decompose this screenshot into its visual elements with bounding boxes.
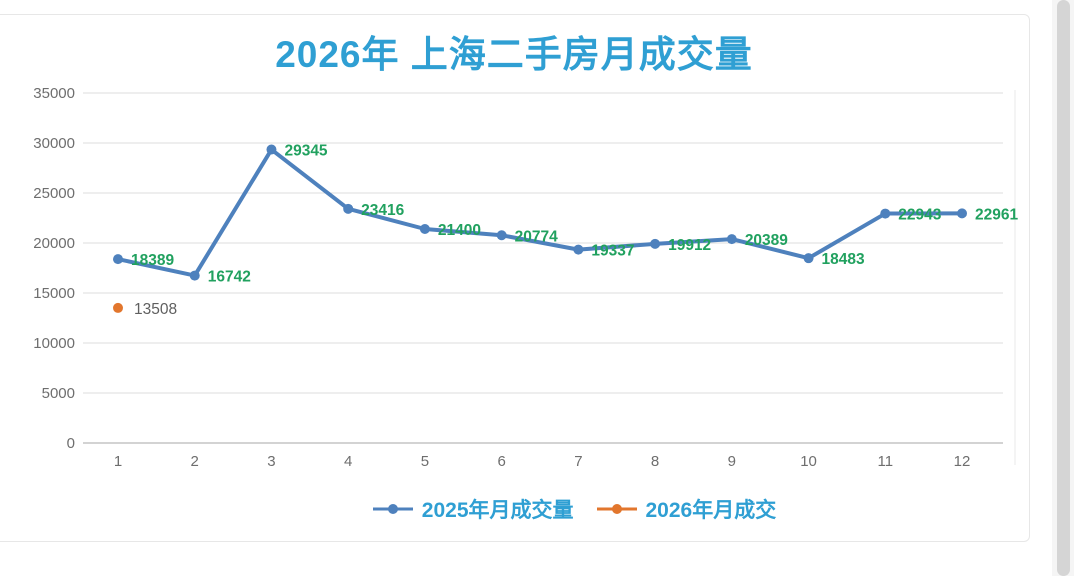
y-axis-tick-label: 25000 [33,185,75,202]
legend-label-2026: 2026年月成交 [645,499,777,522]
y-axis-tick-label: 10000 [33,335,75,352]
line-marker-icon [596,504,637,514]
series-line [116,147,964,278]
data-point [957,208,967,219]
x-axis-tick-label: 11 [877,453,893,470]
y-axis-tick-label: 30000 [33,135,75,152]
x-axis-tick-label: 1 [114,453,122,470]
data-label: 23416 [361,202,404,219]
legend-marker-dot [387,504,398,514]
data-label: 20774 [515,228,558,245]
data-label: 29345 [284,143,327,160]
data-point [266,144,277,155]
legend-item-2025: 2025年月成交量 [372,494,574,524]
x-axis-tick-label: 9 [728,453,736,470]
line-marker-icon [372,504,413,514]
x-axis-tick-label: 5 [421,453,429,470]
data-point [803,253,814,264]
scrollbar-track[interactable] [1052,0,1074,576]
data-point [343,203,354,214]
y-axis-tick-label: 0 [67,435,75,452]
chart-card [0,14,1030,542]
y-axis-tick-label: 15000 [33,285,75,302]
y-axis-tick-label: 35000 [33,85,75,102]
data-label: 18483 [822,251,865,268]
x-axis-tick-label: 2 [191,453,199,470]
data-point [573,244,584,255]
data-point [650,238,661,249]
data-point [189,270,200,281]
data-label: 19337 [591,243,634,260]
data-label: 22943 [898,207,941,224]
x-axis-tick-label: 8 [651,453,659,470]
x-axis-tick-label: 6 [497,453,505,470]
data-label: 13508 [134,301,177,318]
data-label: 19912 [668,237,711,254]
data-label: 21400 [438,222,481,239]
data-point [726,234,737,245]
data-point [419,224,430,234]
y-axis-tick-label: 5000 [42,385,75,402]
legend-marker-dot [611,504,622,514]
data-point [113,302,123,313]
data-point [880,208,891,219]
data-point [113,254,123,265]
x-axis-tick-label: 10 [800,453,817,470]
data-point [496,230,507,241]
legend: 2025年月成交量 2026年月成交 [60,494,1080,524]
x-axis-tick-label: 3 [267,453,275,470]
x-axis-tick-label: 12 [954,453,971,470]
x-axis-tick-label: 4 [344,453,352,470]
data-label: 16742 [208,269,251,286]
data-label: 22961 [975,206,1018,223]
scrollbar-thumb[interactable] [1057,0,1070,576]
y-axis-tick-label: 20000 [33,235,75,252]
chart-title: 2026年 上海二手房月成交量 [275,34,753,75]
x-axis-tick-label: 7 [574,453,582,470]
legend-label-2025: 2025年月成交量 [421,499,574,522]
data-label: 18389 [131,252,174,269]
legend-item-2026: 2026年月成交 [596,494,777,524]
data-label: 20389 [745,232,788,249]
